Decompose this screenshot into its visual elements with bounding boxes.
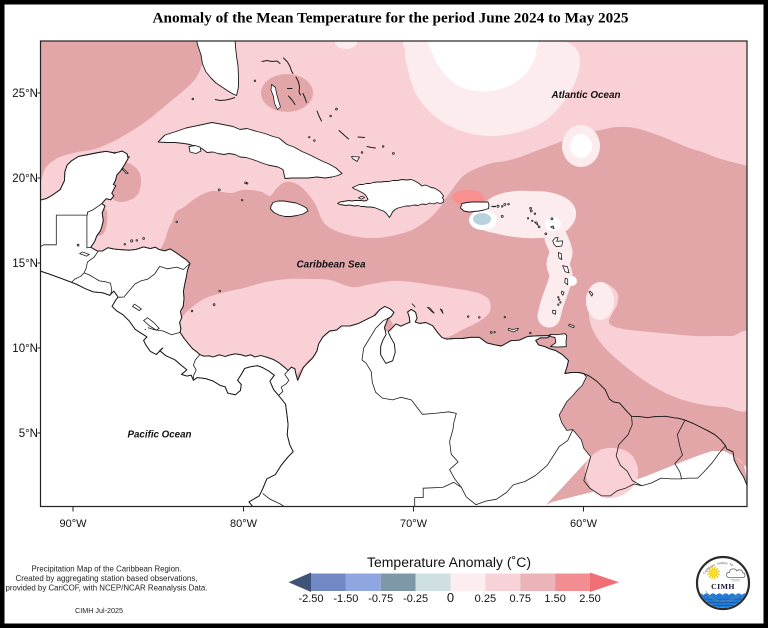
svg-text:25°N: 25°N xyxy=(12,88,38,100)
svg-text:Pacific Ocean: Pacific Ocean xyxy=(128,429,192,441)
svg-text:Caribbean Sea: Caribbean Sea xyxy=(297,259,366,271)
svg-text:-0.25: -0.25 xyxy=(403,593,428,605)
svg-text:CIMH: CIMH xyxy=(711,582,735,591)
svg-text:15°N: 15°N xyxy=(12,258,38,270)
svg-text:-2.50: -2.50 xyxy=(298,593,323,605)
svg-text:Atlantic Ocean: Atlantic Ocean xyxy=(551,89,621,101)
svg-text:-1.50: -1.50 xyxy=(333,593,358,605)
svg-text:Precipitation Map of the Carib: Precipitation Map of the Caribbean Regio… xyxy=(32,565,182,574)
svg-text:70°W: 70°W xyxy=(400,518,428,530)
svg-text:1.50: 1.50 xyxy=(544,593,565,605)
svg-text:Temperature Anomaly (˚C): Temperature Anomaly (˚C) xyxy=(367,555,531,570)
svg-text:-0.75: -0.75 xyxy=(368,593,393,605)
svg-text:5°N: 5°N xyxy=(19,428,38,440)
svg-text:20°N: 20°N xyxy=(12,173,38,185)
svg-text:0: 0 xyxy=(447,590,454,605)
svg-text:provided by CariCOF, with NCEP: provided by CariCOF, with NCEP/NCAR Rean… xyxy=(6,584,208,593)
svg-text:60°W: 60°W xyxy=(570,518,598,530)
svg-text:80°W: 80°W xyxy=(230,518,258,530)
svg-text:0.75: 0.75 xyxy=(510,593,531,605)
svg-text:0.25: 0.25 xyxy=(475,593,496,605)
svg-text:CIMH Jul-2025: CIMH Jul-2025 xyxy=(75,606,123,615)
svg-text:2.50: 2.50 xyxy=(579,593,600,605)
svg-text:10°N: 10°N xyxy=(12,343,38,355)
svg-text:90°W: 90°W xyxy=(59,518,87,530)
svg-text:Anomaly of the Mean Temperatur: Anomaly of the Mean Temperature for the … xyxy=(153,11,629,27)
svg-text:Created by aggregating station: Created by aggregating station based obs… xyxy=(16,574,198,583)
